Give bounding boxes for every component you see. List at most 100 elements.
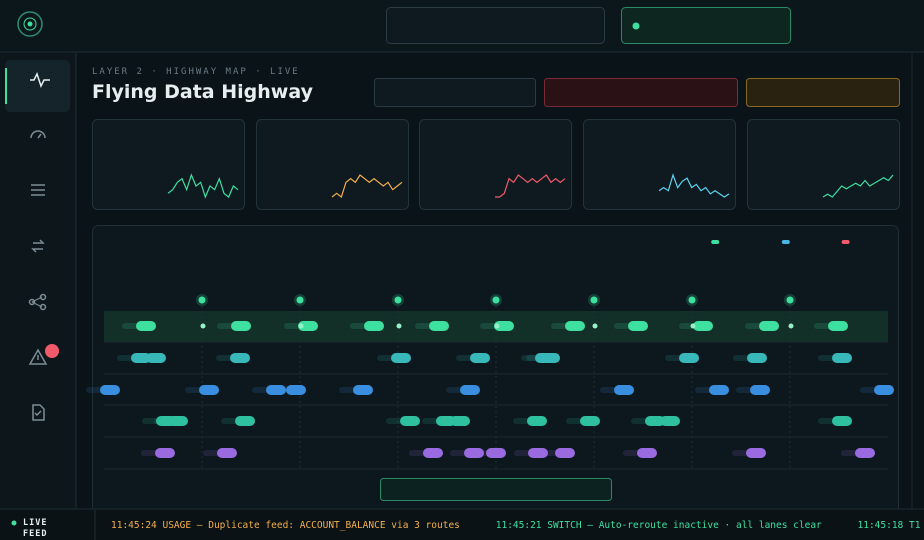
vehicle-trail xyxy=(814,323,832,329)
sparkline xyxy=(495,174,566,198)
vehicle-trail xyxy=(436,418,454,424)
kpi-card xyxy=(419,119,572,210)
signal xyxy=(688,296,696,304)
vehicle-trail xyxy=(521,355,539,361)
vehicle xyxy=(679,353,699,363)
vehicle xyxy=(540,353,560,363)
vehicle xyxy=(217,448,237,458)
vehicle-trail xyxy=(732,450,750,456)
legend-swatch xyxy=(841,240,850,244)
signal xyxy=(492,296,500,304)
lane-marker xyxy=(592,323,598,329)
vehicle-trail xyxy=(551,323,569,329)
vehicle-trail xyxy=(745,323,763,329)
ticker-event: 11:45:18 T1 — xyxy=(857,520,924,531)
vehicle-trail xyxy=(631,418,649,424)
vehicle-trail xyxy=(695,387,713,393)
vehicle xyxy=(693,321,713,331)
vehicle xyxy=(429,321,449,331)
signal xyxy=(590,296,598,304)
vehicle-trail xyxy=(142,418,160,424)
ticker-label: LIVE FEED xyxy=(23,518,48,539)
vehicle-trail xyxy=(665,355,683,361)
vehicle-trail xyxy=(284,323,302,329)
vehicle-trail xyxy=(736,387,754,393)
vehicle-trail xyxy=(841,450,859,456)
vehicle-trail xyxy=(472,450,490,456)
vehicle xyxy=(266,385,286,395)
vehicle-trail xyxy=(422,418,440,424)
vehicle xyxy=(874,385,894,395)
vehicle xyxy=(828,321,848,331)
vehicle-trail xyxy=(122,323,140,329)
vehicle-trail xyxy=(480,323,498,329)
vehicle-trail xyxy=(818,355,836,361)
vehicle-trail xyxy=(446,387,464,393)
signal xyxy=(786,296,794,304)
vehicle-trail xyxy=(623,450,641,456)
vehicle-trail xyxy=(221,418,239,424)
vehicle xyxy=(486,448,506,458)
vehicle xyxy=(353,385,373,395)
signal xyxy=(198,296,206,304)
sparkline xyxy=(167,173,239,199)
vehicle xyxy=(580,416,600,426)
kpi-card xyxy=(583,119,736,210)
vehicle-trail xyxy=(154,418,172,424)
vehicle-trail xyxy=(217,323,235,329)
vehicle xyxy=(146,353,166,363)
vehicle xyxy=(168,416,188,426)
vehicle xyxy=(100,385,120,395)
vehicle-trail xyxy=(86,387,104,393)
vehicle-trail xyxy=(185,387,203,393)
vehicle-trail xyxy=(141,450,159,456)
kpi-card xyxy=(747,119,900,210)
vehicle-trail xyxy=(614,323,632,329)
vehicle xyxy=(555,448,575,458)
vehicle-trail xyxy=(566,418,584,424)
lane-marker xyxy=(396,323,402,329)
ticker-event: 11:45:24 USAGE — Duplicate feed: ACCOUNT… xyxy=(111,520,460,531)
vehicle xyxy=(199,385,219,395)
vehicle xyxy=(832,353,852,363)
page-title: Flying Data Highway xyxy=(92,81,313,103)
vehicle xyxy=(528,448,548,458)
vehicle xyxy=(527,416,547,426)
vehicle-trail xyxy=(203,450,221,456)
vehicle-trail xyxy=(733,355,751,361)
vehicle xyxy=(660,416,680,426)
vehicle-trail xyxy=(600,387,618,393)
vehicle xyxy=(746,448,766,458)
lane-marker xyxy=(494,323,500,329)
vehicle xyxy=(637,448,657,458)
vehicle xyxy=(423,448,443,458)
kpi-card xyxy=(256,119,409,210)
vehicle xyxy=(131,353,151,363)
vehicle-trail xyxy=(350,323,368,329)
vehicle xyxy=(747,353,767,363)
vehicle xyxy=(230,353,250,363)
vehicle xyxy=(464,448,484,458)
vehicle-trail xyxy=(272,387,290,393)
sparkline xyxy=(822,174,894,198)
vehicle xyxy=(470,353,490,363)
vehicle-trail xyxy=(132,355,150,361)
vehicle xyxy=(709,385,729,395)
vehicle xyxy=(645,416,665,426)
vehicle xyxy=(155,448,175,458)
vehicle xyxy=(832,416,852,426)
vehicle xyxy=(460,385,480,395)
vehicle-trail xyxy=(526,355,544,361)
lane-marker xyxy=(788,323,794,329)
vehicle xyxy=(400,416,420,426)
badge-dot xyxy=(45,344,59,358)
vehicle-trail xyxy=(450,450,468,456)
vehicle xyxy=(565,321,585,331)
vehicle xyxy=(298,321,318,331)
vehicle xyxy=(231,321,251,331)
vehicle-trail xyxy=(252,387,270,393)
sparkline xyxy=(658,173,730,198)
vehicle-trail xyxy=(456,355,474,361)
vehicle-trail xyxy=(386,418,404,424)
